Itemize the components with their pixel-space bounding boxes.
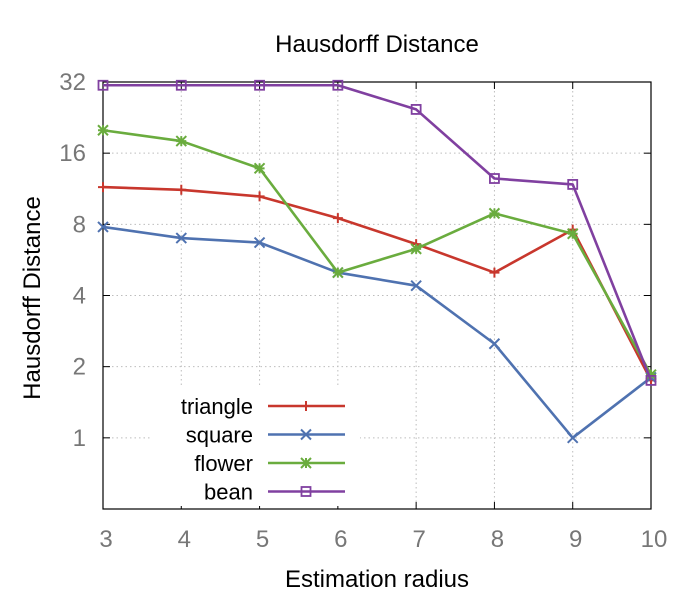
data-point-bean [332,79,344,91]
legend-marker-bean [300,486,312,497]
legend-marker-square [300,428,312,441]
data-point-bean [489,173,500,184]
x-tick-label: 7 [412,526,425,553]
x-tick-label: 3 [99,526,112,553]
x-tick-label: 5 [256,526,269,553]
data-point-triangle [254,191,265,202]
data-point-square [488,338,501,350]
data-point-triangle [332,213,343,224]
data-point-bean [175,79,187,91]
legend-label-bean: bean [204,480,253,505]
y-tick-label: 8 [73,211,86,238]
x-tick-label: 8 [491,526,504,553]
series-bean [97,79,657,386]
data-point-flower [410,243,422,255]
data-point-triangle [98,182,108,193]
data-point-bean [97,79,109,91]
data-point-flower [253,162,266,175]
series [97,79,657,444]
x-tick-label: 9 [569,526,582,553]
data-point-square [410,280,422,292]
legend-label-triangle: triangle [181,394,253,419]
data-point-flower [645,368,657,381]
legend-marker-triangle [301,401,311,411]
data-point-bean [567,179,579,190]
legend-box [150,388,360,506]
legend: triangle square flower bean [150,388,360,506]
data-point-square [253,236,266,249]
chart-title: Hausdorff Distance [275,31,479,58]
series-line-bean [103,83,653,381]
y-ticks: 1 2 4 8 16 32 [59,69,651,452]
data-point-bean [645,374,657,386]
x-tick-label: 4 [178,526,191,553]
series-line-flower [102,128,653,376]
data-point-triangle [489,267,500,278]
y-tick-label: 4 [73,283,86,310]
data-point-square [567,432,579,444]
y-tick-label: 2 [73,354,86,381]
data-point-square [175,232,187,244]
data-point-bean [410,104,422,115]
x-tick-label: 6 [334,526,347,553]
y-tick-label: 1 [73,425,86,452]
series-line-triangle [102,185,653,381]
legend-label-square: square [186,423,253,448]
data-point-flower [567,228,579,240]
data-point-flower [332,266,344,279]
y-tick-label: 16 [59,140,86,167]
x-ticks: 3 4 5 6 7 8 9 10 [99,82,667,553]
data-point-bean [254,79,265,91]
series-line-square [102,225,652,440]
data-point-flower [488,207,501,220]
x-axis-label: Estimation radius [285,566,469,593]
data-point-flower [97,124,109,136]
x-tick-label: 10 [641,526,668,553]
data-point-square [97,221,109,233]
series-flower [97,124,657,381]
y-tick-label: 32 [59,69,86,96]
y-axis-label: Hausdorff Distance [19,196,46,400]
data-point-flower [175,135,187,147]
data-point-triangle [176,184,187,195]
legend-marker-flower [300,457,312,469]
legend-label-flower: flower [194,451,253,476]
